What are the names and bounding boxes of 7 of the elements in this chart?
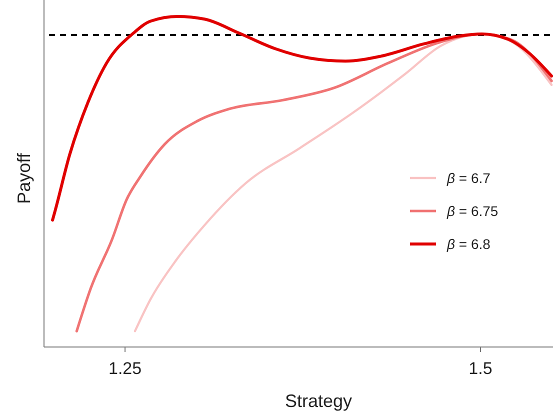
x-axis-title: Strategy — [284, 391, 352, 411]
x-tick-label: 1.25 — [108, 359, 142, 378]
x-tick-label: 1.5 — [468, 359, 492, 378]
y-axis-title: Payoff — [14, 152, 34, 204]
legend-label: β = 6.8 — [446, 236, 491, 252]
legend-label: β = 6.7 — [446, 170, 491, 186]
legend-label: β = 6.75 — [446, 203, 498, 219]
